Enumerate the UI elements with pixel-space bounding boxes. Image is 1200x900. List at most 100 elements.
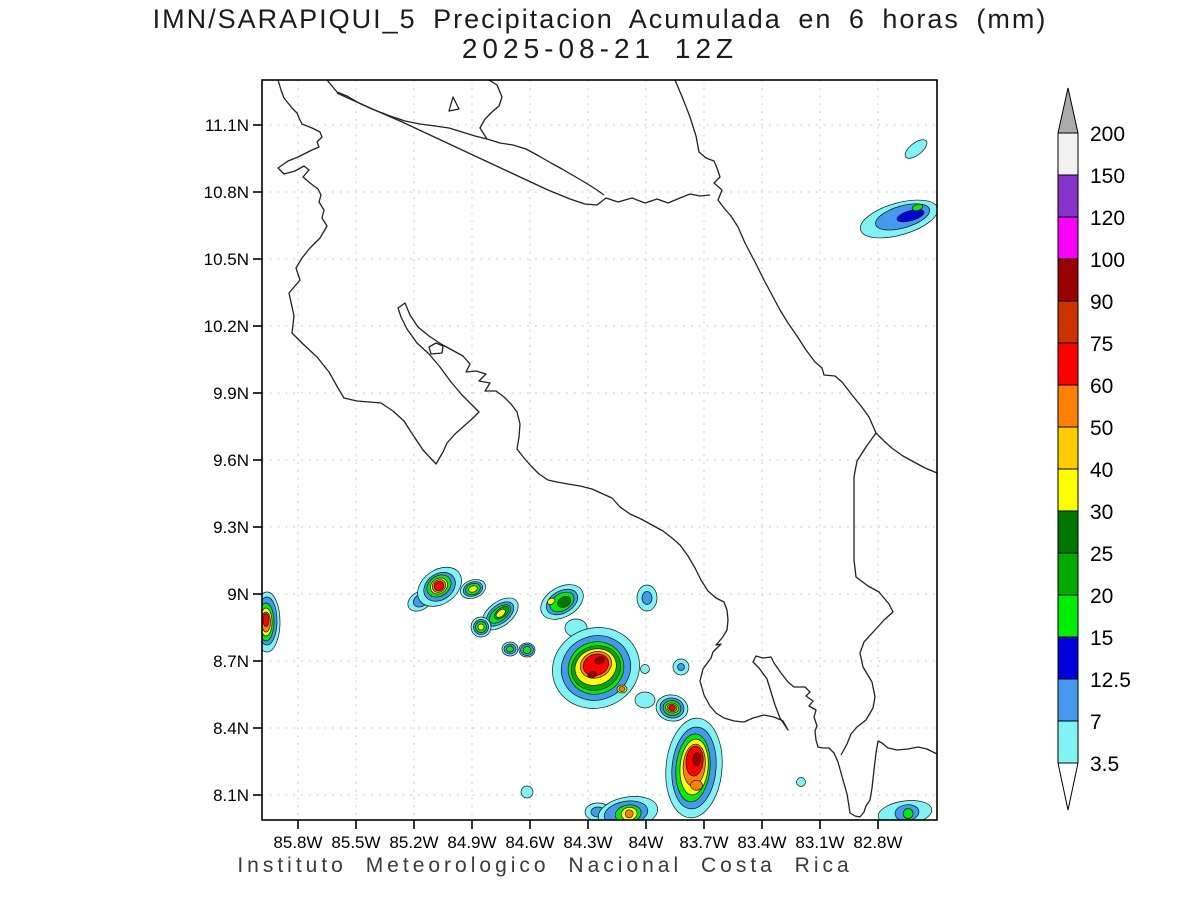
colorbar-segment <box>1057 468 1079 512</box>
precip-cell-pacific-west-edge-cell <box>262 591 281 653</box>
institution-footer: Instituto Meteorologico Nacional Costa R… <box>237 854 853 877</box>
precip-cell-cyan-bridge-ij <box>634 691 656 709</box>
sanjuan-river-border <box>336 92 711 206</box>
colorbar-label: 7 <box>1090 711 1102 734</box>
x-tick-label: 85.8W <box>273 833 322 852</box>
colorbar-segment <box>1057 174 1079 218</box>
precip-cell-caribbean-streak <box>859 199 937 239</box>
colorbar-segment <box>1057 426 1079 470</box>
x-tick-label: 83.4W <box>737 833 786 852</box>
y-tick-label: 9N <box>227 585 249 604</box>
precip-cell-cell-k2 <box>597 796 659 820</box>
contour-g3 <box>557 595 572 608</box>
axes-layer: 11.1N 10.8N 10.5N 10.2N 9.9N 9.6N 9.3N 9N 8.7N 8.… <box>204 116 903 852</box>
contour-rd <box>433 580 445 592</box>
contour-cy <box>904 139 928 159</box>
x-tick-label: 83.1W <box>795 833 844 852</box>
colorbar-segment <box>1057 384 1079 428</box>
colorbar-label: 150 <box>1090 165 1125 188</box>
contour-yl <box>468 585 478 593</box>
colorbar: 200 150 120 100 90 75 60 50 40 30 25 20 15 12.5 7 3.5 <box>1057 87 1131 811</box>
contour-or <box>690 779 703 791</box>
pacific-coast <box>277 80 937 818</box>
colorbar-label: 100 <box>1090 249 1125 272</box>
colorbar-label: 50 <box>1090 417 1113 440</box>
y-tick-label: 10.8N <box>204 183 249 202</box>
precip-cell-cell-n-southeast <box>877 800 933 820</box>
precip-cell-cell-d <box>481 597 519 631</box>
contour-rd <box>262 613 270 627</box>
x-tick-label: 82.8W <box>853 833 902 852</box>
colorbar-segment <box>1057 720 1079 764</box>
colorbar-segment <box>1057 510 1079 554</box>
lake-island <box>448 96 460 112</box>
precip-cell-cyan-dot-3 <box>520 785 534 799</box>
precip-cell-cell-f2 <box>518 642 536 658</box>
x-tick-label: 84W <box>629 833 664 852</box>
colorbar-segment <box>1057 342 1079 386</box>
colorbar-under-arrow <box>1057 762 1079 811</box>
x-tick-label: 84.9W <box>447 833 496 852</box>
x-tick-label: 83.7W <box>679 833 728 852</box>
y-tick-label: 9.6N <box>213 451 249 470</box>
grid-layer <box>262 80 937 820</box>
colorbar-label: 200 <box>1090 123 1125 146</box>
colorbar-label: 120 <box>1090 207 1125 230</box>
contour-or <box>618 686 626 692</box>
colorbar-label: 20 <box>1090 585 1113 608</box>
y-tick-label: 10.5N <box>204 250 249 269</box>
x-tick-label: 84.3W <box>563 833 612 852</box>
precip-cells-layer <box>262 139 937 820</box>
contour-bl <box>677 663 685 671</box>
colorbar-label: 30 <box>1090 501 1113 524</box>
contour-yl <box>547 597 556 605</box>
y-tick-label: 8.7N <box>213 652 249 671</box>
colorbar-segment <box>1057 300 1079 344</box>
colorbar-label: 25 <box>1090 543 1113 566</box>
panama-border <box>840 432 894 756</box>
contour-yl <box>477 623 485 631</box>
precip-cell-cell-h <box>636 584 658 612</box>
precip-cell-cell-i-main <box>552 627 640 709</box>
precip-cell-cyan-dot-2 <box>672 658 690 676</box>
map-datetime: 2025-08-21 12Z <box>461 33 739 64</box>
precip-cell-cell-j <box>655 694 689 722</box>
colorbar-segment <box>1057 594 1079 638</box>
river-upper-bank <box>486 138 605 196</box>
caribbean-coast <box>674 80 937 474</box>
precip-cell-cell-g <box>540 584 584 620</box>
contour-yl <box>495 608 506 618</box>
colorbar-segment <box>1057 678 1079 722</box>
x-tick-label: 85.2W <box>389 833 438 852</box>
y-tick-label: 9.3N <box>213 518 249 537</box>
colorbar-segment <box>1057 132 1079 176</box>
colorbar-label: 40 <box>1090 459 1113 482</box>
y-tick-label: 8.1N <box>213 786 249 805</box>
precip-cell-cell-e <box>470 616 492 638</box>
colorbar-label: 12.5 <box>1090 669 1131 692</box>
coastline-layer <box>277 80 937 818</box>
contour-dr <box>587 671 597 679</box>
colorbar-segment <box>1057 552 1079 596</box>
precip-cell-cell-k-main <box>665 717 723 819</box>
precip-cell-cyan-dot-1 <box>640 664 650 674</box>
precip-cell-cyan-dot-dulce <box>796 777 806 787</box>
colorbar-label: 75 <box>1090 333 1113 356</box>
precip-cell-cell-i-orange-dot <box>616 684 628 694</box>
y-tick-label: 10.2N <box>204 317 249 336</box>
contour-g1 <box>902 808 914 819</box>
colorbar-segment <box>1057 636 1079 680</box>
contour-rd <box>668 705 676 711</box>
contour-nv <box>896 209 925 223</box>
contour-cy <box>640 664 650 674</box>
contour-g1 <box>522 646 532 654</box>
contour-or <box>624 809 634 819</box>
contour-cy <box>634 691 656 709</box>
contour-g1 <box>506 645 514 653</box>
contour-bl <box>641 591 653 605</box>
precip-cell-cell-b <box>417 566 462 607</box>
contour-g1 <box>911 203 924 212</box>
colorbar-label: 15 <box>1090 627 1113 650</box>
